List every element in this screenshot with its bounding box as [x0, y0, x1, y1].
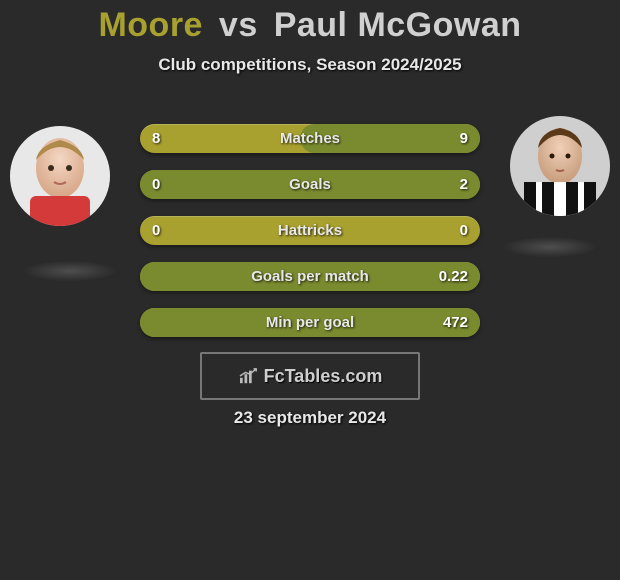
- stat-bar: 89Matches: [140, 124, 480, 153]
- chart-icon: [238, 367, 260, 385]
- stat-label: Matches: [140, 124, 480, 153]
- branding-box: FcTables.com: [200, 352, 420, 400]
- player2-name: Paul McGowan: [274, 6, 522, 44]
- avatar-shadow-left: [20, 260, 120, 282]
- stat-bars: 89Matches 02Goals 00Hattricks 0.22Goals per…: [140, 124, 480, 337]
- stat-label: Goals per match: [140, 262, 480, 291]
- player1-avatar: [10, 126, 110, 226]
- season-subtitle: Club competitions, Season 2024/2025: [0, 55, 620, 75]
- stat-label: Hattricks: [140, 216, 480, 245]
- date-label: 23 september 2024: [0, 408, 620, 428]
- stat-label: Goals: [140, 170, 480, 199]
- player1-name: Moore: [98, 6, 203, 44]
- player2-avatar: [510, 116, 610, 216]
- comparison-title: Moore vs Paul McGowan: [0, 0, 620, 45]
- stat-bar: 02Goals: [140, 170, 480, 199]
- vs-label: vs: [219, 6, 258, 44]
- stat-label: Min per goal: [140, 308, 480, 337]
- stat-bar: 0.22Goals per match: [140, 262, 480, 291]
- avatar-shadow-right: [500, 236, 600, 258]
- stat-bar: 472Min per goal: [140, 308, 480, 337]
- branding-text: FcTables.com: [264, 366, 383, 387]
- stat-bar: 00Hattricks: [140, 216, 480, 245]
